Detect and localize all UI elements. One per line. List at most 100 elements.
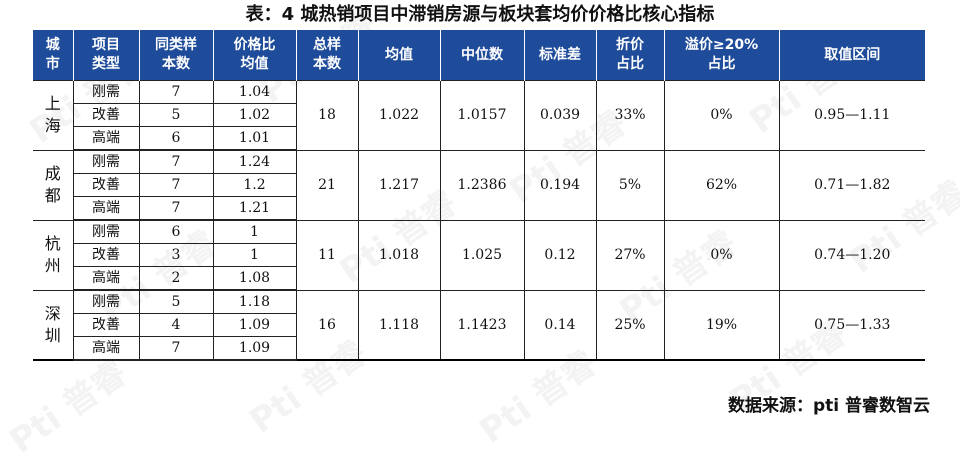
city-cell: 深圳 <box>33 289 74 361</box>
column-header-line: 折价 <box>616 37 644 53</box>
column-header-line: 同类样 <box>155 37 197 53</box>
city-char: 都 <box>44 186 61 205</box>
std-cell: 0.14 <box>523 289 597 361</box>
table-row: 成都刚需 7 1.24 21 1.217 1.2386 0.194 5% 62% 0.71—1.8… <box>33 149 925 221</box>
table-row: 上海刚需 7 1.04 18 1.022 1.0157 0.039 33% 0% 0.95—1.1… <box>33 80 925 151</box>
column-header-line: 类型 <box>92 56 120 72</box>
table-row: 改善 4 1.09 <box>33 313 925 337</box>
mean-cell: 1.022 <box>357 80 441 151</box>
project-type-cell: 刚需 <box>72 289 140 314</box>
premium-share-cell: 62% <box>663 149 780 221</box>
project-type-cell: 刚需 <box>72 219 140 244</box>
city-char: 州 <box>44 256 61 275</box>
column-header: 中位数 <box>439 30 525 81</box>
sample-count-cell: 7 <box>138 336 214 361</box>
table-row: 杭州刚需 6 1 11 1.018 1.025 0.12 27% 0% 0.74—1.20 <box>33 219 925 291</box>
mean-cell: 1.118 <box>357 289 441 361</box>
ratio-mean-cell: 1.24 <box>212 149 297 174</box>
project-type-cell: 刚需 <box>72 80 140 104</box>
ratio-mean-cell: 1.18 <box>212 289 297 314</box>
project-type-cell: 改善 <box>73 243 140 267</box>
table-row: 深圳刚需 5 1.18 16 1.118 1.1423 0.14 25% 19% 0.75—1.3… <box>33 289 925 361</box>
premium-share-cell: 0% <box>663 80 780 151</box>
column-header-line: 中位数 <box>461 46 503 63</box>
city-char: 海 <box>44 116 61 136</box>
sample-count-cell: 2 <box>138 266 214 291</box>
column-header: 取值区间 <box>778 30 925 81</box>
discount-share-cell: 33% <box>595 80 665 151</box>
range-cell: 0.71—1.82 <box>778 149 925 221</box>
sample-count-cell: 7 <box>138 196 214 221</box>
city-char: 深 <box>44 303 61 323</box>
column-header-line: 城 <box>45 37 60 53</box>
ratio-mean-cell: 1.09 <box>212 336 296 361</box>
project-type-cell: 改善 <box>73 173 140 197</box>
column-header-line: 均值 <box>240 56 269 72</box>
column-header-line: 取值区间 <box>824 46 881 63</box>
median-cell: 1.025 <box>439 219 525 291</box>
ratio-mean-cell: 1.09 <box>212 313 296 337</box>
column-header-line: 均值 <box>385 46 413 63</box>
std-cell: 0.194 <box>523 149 597 221</box>
column-header-line: 本数 <box>162 56 190 72</box>
ratio-mean-cell: 1 <box>212 243 296 267</box>
project-type-cell: 高端 <box>73 126 140 151</box>
column-header-line: 标准差 <box>539 46 581 63</box>
project-type-cell: 高端 <box>73 336 140 361</box>
column-header-line: 项目 <box>92 37 120 53</box>
column-header-line: 本数 <box>313 56 341 72</box>
column-header: 项目 类型 <box>72 30 140 81</box>
ratio-mean-cell: 1.04 <box>212 80 297 104</box>
ratio-mean-cell: 1 <box>212 219 297 244</box>
total-sample-cell: 18 <box>295 80 359 151</box>
sample-count-cell: 5 <box>138 289 214 314</box>
sample-count-cell: 6 <box>138 126 214 151</box>
city-char: 成 <box>44 164 61 183</box>
city-char: 上 <box>44 94 61 114</box>
discount-share-cell: 25% <box>595 289 665 361</box>
table-row: 高端 7 1.21 <box>33 196 925 221</box>
ratio-mean-cell: 1.21 <box>212 196 296 221</box>
city-cell: 成都 <box>33 149 74 221</box>
column-header-line: 占比 <box>616 56 644 72</box>
total-sample-cell: 16 <box>295 289 359 361</box>
total-sample-cell: 11 <box>295 219 359 291</box>
discount-share-cell: 27% <box>595 219 665 291</box>
mean-cell: 1.217 <box>357 149 441 221</box>
price-ratio-table: 城市项目 类型 同类样 本数 价格比 均值 总样 本数 均值 中位数 标准差 折价 占比 溢价≥20% 占比… <box>33 30 925 361</box>
range-cell: 0.74—1.20 <box>778 219 925 291</box>
table-row: 高端 2 1.08 <box>33 266 925 291</box>
table-row: 高端 7 1.09 <box>33 336 925 361</box>
median-cell: 1.0157 <box>439 80 525 151</box>
std-cell: 0.12 <box>523 219 597 291</box>
city-char: 圳 <box>44 325 61 345</box>
column-header: 折价 占比 <box>595 30 665 81</box>
premium-share-cell: 0% <box>663 219 780 291</box>
column-header-line: 溢价≥20% <box>684 37 759 53</box>
sample-count-cell: 7 <box>138 80 214 104</box>
table-header-row: 城市项目 类型 同类样 本数 价格比 均值 总样 本数 均值 中位数 标准差 折价 占比 溢价≥20% 占比… <box>33 30 925 81</box>
table-row: 高端 6 1.01 <box>33 126 925 151</box>
project-type-cell: 高端 <box>73 196 140 221</box>
table-row: 改善 5 1.02 <box>33 103 925 127</box>
median-cell: 1.2386 <box>439 149 525 221</box>
city-cell: 杭州 <box>33 219 74 291</box>
column-header-line: 总样 <box>313 37 341 53</box>
column-header: 城市 <box>33 30 74 81</box>
project-type-cell: 改善 <box>73 103 140 127</box>
sample-count-cell: 7 <box>138 149 214 174</box>
column-header-line: 价格比 <box>233 37 276 53</box>
project-type-cell: 改善 <box>73 313 140 337</box>
premium-share-cell: 19% <box>663 289 780 361</box>
table-row: 改善 3 1 <box>33 243 925 267</box>
table-row: 改善 7 1.2 <box>33 173 925 197</box>
sample-count-cell: 7 <box>138 173 214 197</box>
column-header-line: 占比 <box>707 56 736 72</box>
project-type-cell: 高端 <box>73 266 140 291</box>
ratio-mean-cell: 1.2 <box>212 173 296 197</box>
ratio-mean-cell: 1.01 <box>212 126 296 151</box>
table-body: 上海刚需 7 1.04 18 1.022 1.0157 0.039 33% 0% 0.95—1.1… <box>33 80 925 361</box>
column-header: 标准差 <box>523 30 597 81</box>
watermark: Pti 普睿 <box>2 352 135 462</box>
range-cell: 0.75—1.33 <box>778 289 925 361</box>
